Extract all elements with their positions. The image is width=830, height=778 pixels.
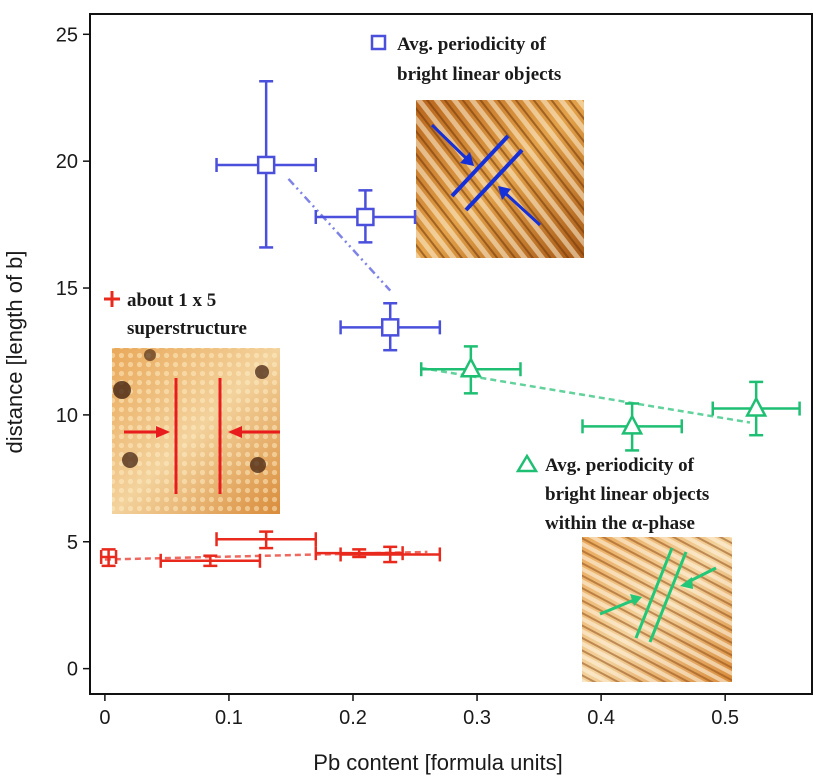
triangle-marker	[459, 356, 482, 378]
y-tick-label-0: 0	[67, 659, 78, 681]
triangle-marker	[745, 395, 768, 417]
square-marker	[356, 207, 375, 227]
legend-green-line-3: within the α-phase	[545, 513, 695, 534]
legend-blue-line-2: bright linear objects	[397, 64, 561, 85]
legend-red-plus-marker	[104, 291, 120, 307]
legend-green: Avg. periodicity of bright linear object…	[515, 453, 709, 534]
data-point-red-3	[314, 546, 404, 561]
fit-line-red	[104, 550, 428, 561]
y-tick-label-3: 15	[56, 278, 78, 300]
plot-frame	[89, 13, 813, 695]
data-point-blue-2	[339, 302, 442, 352]
legend-green-line-1: Avg. periodicity of	[545, 455, 695, 476]
data-point-red-2	[215, 530, 318, 550]
fit-line-blue	[287, 178, 392, 292]
data-point-green-0	[419, 345, 522, 395]
x-tick-label-2: 0.2	[339, 707, 367, 729]
data-point-green-1	[581, 402, 683, 452]
stm-inset-green	[582, 537, 732, 682]
stm-inset-blue	[416, 100, 584, 258]
x-axis-label: Pb content [formula units]	[313, 750, 562, 775]
legend-red: about 1 x 5 superstructure	[104, 290, 247, 339]
legend-red-line-2: superstructure	[127, 318, 247, 339]
legend-blue-line-1: Avg. periodicity of	[397, 34, 547, 55]
stm-inset-red	[112, 348, 280, 514]
data-point-green-2	[711, 380, 801, 437]
series-blue	[215, 79, 442, 352]
series-red	[99, 530, 442, 568]
y-axis-label: distance [length of b]	[2, 250, 27, 453]
legend-green-triangle-marker	[515, 453, 539, 473]
data-point-blue-0	[215, 79, 318, 249]
legend-green-line-2: bright linear objects	[545, 484, 709, 505]
legend-blue-square-marker	[370, 34, 387, 51]
series-layer	[99, 79, 801, 568]
legend-red-line-1: about 1 x 5	[127, 290, 216, 311]
y-tick-label-2: 10	[56, 405, 78, 427]
y-tick-label-5: 25	[56, 24, 78, 46]
data-point-red-4	[339, 545, 442, 564]
y-tick-label-1: 5	[67, 532, 78, 554]
square-marker	[380, 318, 400, 337]
legend-blue: Avg. periodicity of bright linear object…	[370, 34, 561, 85]
x-tick-label-1: 0.1	[215, 707, 243, 729]
x-tick-label-3: 0.3	[463, 707, 491, 729]
data-point-red-0	[99, 548, 118, 568]
square-marker	[256, 155, 276, 175]
x-tick-label-0: 0	[99, 707, 110, 729]
x-tick-label-5: 0.5	[711, 707, 739, 729]
triangle-marker	[621, 413, 644, 435]
data-point-red-1	[159, 553, 262, 568]
series-green	[419, 345, 801, 452]
axes: 0 0.1 0.2 0.3 0.4 0.5 0 5 10 15 20 25	[56, 24, 739, 729]
data-point-blue-1	[314, 189, 417, 244]
y-tick-label-4: 20	[56, 151, 78, 173]
x-tick-label-4: 0.4	[587, 707, 615, 729]
